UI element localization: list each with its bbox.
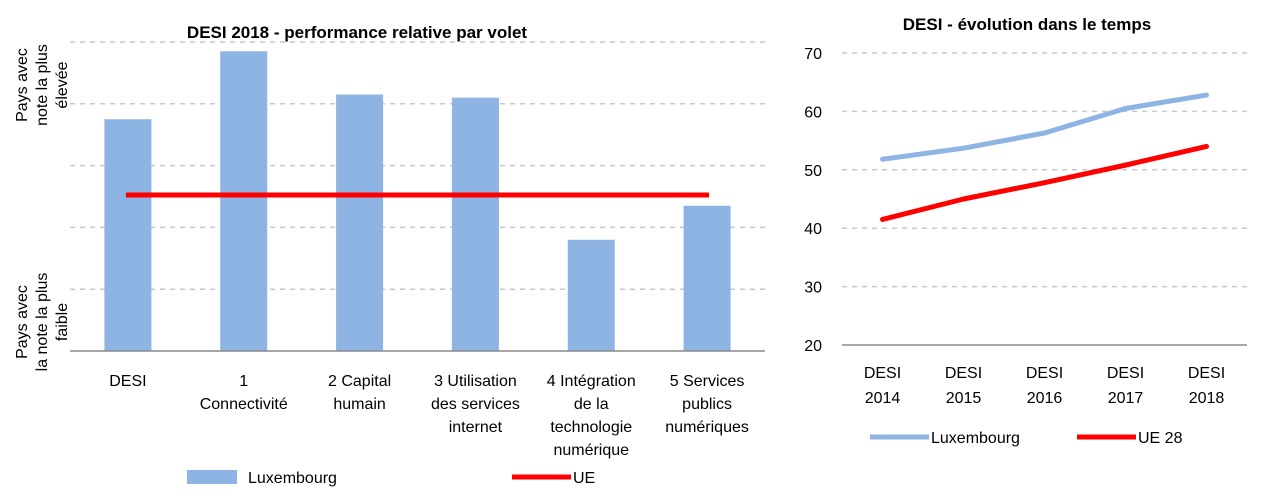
line-chart-x-tick-4-line: 2018 (1189, 390, 1225, 407)
line-chart-x-tick-3-line: DESI (1107, 365, 1144, 382)
bar-chart-x-tick-1-line: 1 (239, 373, 248, 390)
line-chart-y-tick-labels: 20 30 40 50 60 70 (804, 46, 822, 355)
bar-chart-x-tick-5-line: 5 Services (670, 373, 745, 390)
line-chart-x-tick-3-line: 2017 (1108, 390, 1144, 407)
line-chart-x-tick-1: DESI 2015 (945, 365, 982, 407)
y-label-highest-line: note la plus (34, 44, 51, 126)
bar-chart-x-tick-3-line: des services (431, 396, 520, 413)
bar-chart-x-tick-3-line: 3 Utilisation (434, 373, 517, 390)
line-chart-y-tick-60: 60 (804, 104, 822, 121)
y-label-lowest: Pays avec la note la plus faible (14, 273, 71, 372)
line-chart-x-tick-0: DESI 2014 (864, 365, 901, 407)
line-chart-y-tick-40: 40 (804, 221, 822, 238)
legend-label-eu: UE (573, 470, 595, 487)
line-chart-y-tick-50: 50 (804, 163, 822, 180)
bar-luxembourg-3 (451, 97, 499, 352)
bar-chart-x-tick-5-line: publics (682, 396, 732, 413)
bar-chart-x-tick-4-line: de la (574, 396, 609, 413)
bar-chart-x-tick-4-line: 4 Intégration (547, 373, 636, 390)
line-chart-y-tick-30: 30 (804, 280, 822, 297)
bar-chart-legend: Luxembourg UE (187, 470, 595, 487)
line-series-luxembourg (880, 92, 1209, 162)
y-label-lowest-line: Pays avec (14, 285, 31, 359)
bar-chart-x-tick-5: 5 Services publics numériques (665, 373, 749, 436)
bar-chart-x-tick-2-line: humain (333, 396, 385, 413)
bar-chart-x-tick-3: 3 Utilisation des services internet (431, 373, 520, 436)
line-chart-legend: Luxembourg UE 28 (870, 430, 1183, 447)
line-chart-x-tick-0-line: DESI (864, 365, 901, 382)
bar-chart-x-tick-0: DESI (109, 373, 146, 390)
line-chart-x-tick-4-line: DESI (1188, 365, 1225, 382)
line-chart-x-tick-1-line: DESI (945, 365, 982, 382)
line-chart-x-tick-3: DESI 2017 (1107, 365, 1144, 407)
legend-label-luxembourg-2: Luxembourg (931, 430, 1020, 447)
bar-chart-title: DESI 2018 - performance relative par vol… (187, 23, 527, 42)
bar-luxembourg-4 (567, 239, 615, 351)
line-chart-title: DESI - évolution dans le temps (903, 15, 1151, 34)
y-label-highest: Pays avec note la plus élevée (14, 44, 71, 126)
line-chart-x-tick-2-line: DESI (1026, 365, 1063, 382)
bar-chart-bars (104, 51, 731, 352)
y-label-lowest-line: la note la plus (34, 273, 51, 372)
bar-chart-x-tick-1: 1 Connectivité (200, 373, 288, 413)
line-chart-x-tick-1-line: 2015 (946, 390, 982, 407)
line-chart-y-tick-70: 70 (804, 46, 822, 63)
bar-chart-x-tick-4-line: technologie (550, 419, 632, 436)
bar-luxembourg-5 (683, 205, 731, 351)
legend-swatch-luxembourg (187, 470, 237, 484)
line-chart-gridlines (842, 52, 1247, 288)
line-chart-y-tick-20: 20 (804, 338, 822, 355)
bar-luxembourg-0 (104, 119, 152, 351)
bar-chart-x-tick-2: 2 Capital humain (328, 373, 391, 413)
line-chart-series (880, 92, 1209, 222)
bar-chart-x-tick-1-line: Connectivité (200, 396, 288, 413)
y-label-lowest-line: faible (54, 303, 71, 341)
bar-chart-x-tick-4-line: numérique (553, 442, 629, 459)
bar-chart-gridlines (70, 41, 765, 290)
line-chart-x-tick-0-line: 2014 (865, 390, 901, 407)
line-series-ue28 (880, 143, 1209, 222)
bar-chart-x-tick-labels: DESI 1 Connectivité 2 Capital humain 3 Utilis… (109, 373, 749, 459)
y-label-highest-line: Pays avec (14, 48, 31, 122)
bar-luxembourg-2 (336, 94, 384, 351)
bar-chart-x-tick-0-line: DESI (109, 373, 146, 390)
bar-chart-x-tick-4: 4 Intégration de la technologie numérique (547, 373, 636, 459)
bar-chart-x-tick-3-line: internet (449, 419, 503, 436)
line-chart-x-tick-labels: DESI 2014 DESI 2015 DESI 2016 DESI 2017 DESI 2018 (864, 365, 1225, 407)
line-chart-x-tick-2-line: 2016 (1027, 390, 1063, 407)
line-chart-x-tick-2: DESI 2016 (1026, 365, 1063, 407)
legend-label-ue28: UE 28 (1138, 430, 1183, 447)
line-chart-x-tick-4: DESI 2018 (1188, 365, 1225, 407)
legend-label-luxembourg: Luxembourg (248, 470, 337, 487)
bar-chart-x-tick-2-line: 2 Capital (328, 373, 391, 390)
y-label-highest-line: élevée (54, 61, 71, 108)
bar-luxembourg-1 (220, 51, 268, 352)
bar-chart-x-tick-5-line: numériques (665, 419, 749, 436)
